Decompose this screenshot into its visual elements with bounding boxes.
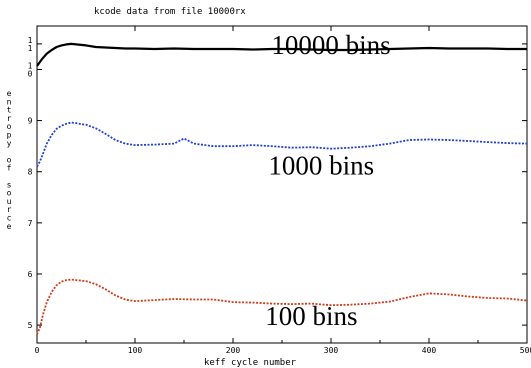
y-axis-label-char: s (7, 180, 12, 189)
y-axis-label-char: f (7, 164, 12, 173)
x-tick-label: 0 (35, 346, 40, 355)
x-tick-label: 400 (422, 346, 437, 355)
x-axis-label: keff cycle number (204, 358, 297, 368)
y-axis-label-char: r (7, 205, 12, 214)
axis-ticks: 0 100 200 300 400 500 5 6 7 8 9 10 11 (28, 26, 531, 355)
y-axis-label-char: n (7, 97, 12, 106)
y-axis-label-char: r (7, 114, 12, 123)
y-tick-label: 9 (28, 117, 33, 126)
y-axis-label-char: t (7, 106, 12, 115)
y-axis-label-char: u (7, 197, 12, 206)
series-line (36, 278, 528, 335)
y-tick-label: 5 (28, 321, 33, 330)
x-tick-label: 500 (520, 346, 531, 355)
y-axis-label-char: c (7, 214, 12, 223)
y-axis-label-char: e (7, 222, 12, 231)
y-axis-label-char: y (7, 139, 12, 148)
y-tick-label: 7 (28, 219, 33, 228)
series-annotation: 10000 bins (271, 30, 390, 60)
series-line (36, 121, 528, 168)
data-series (36, 42, 528, 335)
series-annotation: 100 bins (265, 301, 357, 331)
x-tick-label: 300 (324, 346, 339, 355)
y-tick-label: 8 (28, 168, 33, 177)
x-tick-label: 100 (128, 346, 143, 355)
y-axis-label-char: o (7, 189, 12, 198)
y-axis-label-char: e (7, 89, 12, 98)
y-tick-label: 6 (28, 270, 33, 279)
y-axis-label-char: o (7, 155, 12, 164)
chart-title: kcode data from file 10000rx (94, 7, 246, 17)
series-annotation: 1000 bins (268, 150, 374, 180)
series-annotations: 10000 bins 1000 bins 100 bins (265, 30, 390, 331)
series-line (36, 42, 527, 67)
y-axis-label-char: o (7, 122, 12, 131)
plot-frame (36, 25, 528, 344)
x-tick-label: 200 (226, 346, 241, 355)
y-axis-label-char: p (7, 131, 12, 140)
